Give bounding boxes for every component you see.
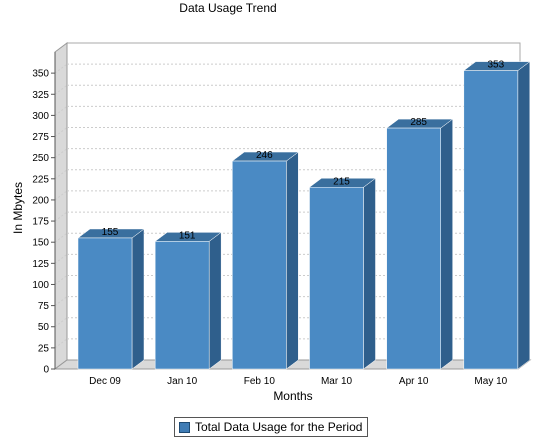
x-tick-label: Jan 10: [167, 376, 197, 387]
grid-line-diagonal: [54, 190, 68, 201]
grid-line-diagonal: [54, 84, 68, 95]
x-tick-label: May 10: [474, 376, 507, 387]
bar-side: [131, 228, 145, 370]
data-label: 246: [256, 150, 273, 161]
y-tick-label: 175: [32, 217, 49, 228]
y-tick-label: 200: [32, 195, 49, 206]
data-label: 155: [102, 227, 119, 238]
bar-side: [440, 118, 453, 370]
bar-side: [208, 231, 222, 370]
x-tick-label: Feb 10: [244, 376, 276, 387]
grid-line-diagonal: [54, 169, 68, 180]
grid-line-diagonal: [54, 63, 68, 74]
grid-line-diagonal: [54, 148, 68, 159]
legend-label: Total Data Usage for the Period: [195, 420, 363, 434]
y-tick-label: 225: [32, 174, 49, 185]
legend-swatch: [179, 421, 190, 433]
bar: [463, 70, 519, 370]
plot-left-wall: [54, 42, 68, 370]
grid-line-diagonal: [54, 253, 68, 264]
legend: Total Data Usage for the Period: [174, 417, 369, 437]
y-tick-label: 325: [32, 90, 49, 101]
bar: [154, 241, 210, 370]
y-axis-label: In Mbytes: [11, 182, 25, 234]
y-tick-label: 275: [32, 132, 49, 143]
x-axis-label: Months: [273, 389, 312, 403]
x-tick-label: Mar 10: [321, 376, 353, 387]
x-tick-label: Apr 10: [399, 376, 429, 387]
grid-line-diagonal: [54, 232, 68, 243]
y-tick-label: 50: [38, 322, 50, 333]
y-tick-label: 0: [43, 365, 49, 376]
chart-title: Data Usage Trend: [179, 1, 276, 15]
y-tick-label: 350: [32, 69, 49, 80]
grid-line-diagonal: [54, 338, 68, 349]
bar: [232, 160, 287, 370]
data-label: 215: [333, 176, 350, 187]
y-tick-label: 100: [32, 280, 49, 291]
data-label: 151: [179, 230, 196, 241]
y-tick-label: 25: [38, 343, 50, 354]
y-tick-label: 150: [32, 238, 49, 249]
grid-line-diagonal: [54, 127, 68, 137]
grid-line-diagonal: [54, 296, 68, 307]
data-label: 285: [410, 117, 427, 128]
grid-line-diagonal: [54, 275, 68, 285]
grid-line-diagonal: [54, 317, 68, 328]
y-tick-label: 125: [32, 259, 49, 270]
bar-side: [517, 61, 531, 370]
x-tick-label: Dec 09: [89, 376, 121, 387]
grid-line-diagonal: [54, 106, 68, 116]
bar-side: [363, 177, 376, 370]
bar: [309, 187, 364, 370]
data-label: 353: [487, 60, 504, 71]
bar: [77, 237, 133, 370]
y-tick-label: 75: [38, 301, 50, 312]
bar-side: [286, 151, 299, 370]
y-tick-label: 250: [32, 153, 49, 164]
y-tick-label: 300: [32, 111, 49, 122]
bar: [386, 127, 441, 370]
grid-line-diagonal: [54, 211, 68, 222]
